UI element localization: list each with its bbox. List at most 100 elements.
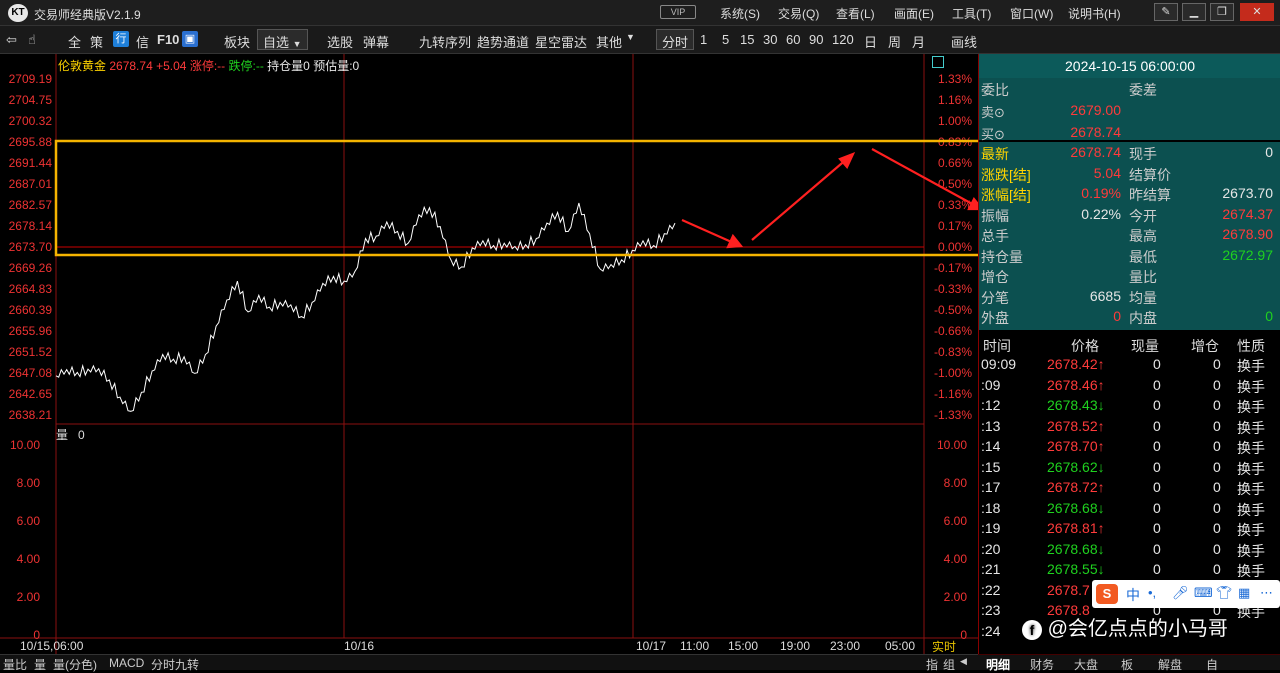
- tb-draw[interactable]: 画线: [951, 35, 978, 50]
- col-price: 价格: [1071, 338, 1099, 354]
- ime-toolbar[interactable]: S 中 •, 🎤︎ ⌨ 👕︎ ▦ ⋯: [1092, 580, 1280, 608]
- trade-row[interactable]: 09:09 2678.42↑ 0 0 换手: [979, 354, 1280, 375]
- tab-nine-turn[interactable]: 分时九转: [151, 658, 200, 672]
- pct-tick: -0.66%: [934, 324, 972, 338]
- layout-icon[interactable]: ▣: [182, 31, 198, 47]
- trade-row[interactable]: :20 2678.68↓ 0 0 换手: [979, 539, 1280, 560]
- vip-badge[interactable]: VIP: [660, 5, 696, 19]
- pct-tick: 1.16%: [938, 93, 972, 107]
- tb-30min[interactable]: 30: [763, 32, 778, 47]
- ptab-market[interactable]: 大盘: [1074, 658, 1099, 672]
- menu-screen[interactable]: 画面(E): [894, 7, 934, 21]
- skin-icon[interactable]: 👕︎: [1216, 585, 1233, 600]
- tab-macd[interactable]: MACD: [109, 656, 145, 670]
- tb-info[interactable]: 信: [136, 35, 150, 50]
- tab-group[interactable]: 组: [943, 658, 956, 672]
- ptab-finance[interactable]: 财务: [1030, 658, 1055, 672]
- menu-view[interactable]: 查看(L): [836, 7, 875, 21]
- trade-row[interactable]: :21 2678.55↓ 0 0 换手: [979, 559, 1280, 580]
- tb-120min[interactable]: 120: [832, 32, 854, 47]
- more-icon[interactable]: ⋯: [1260, 585, 1273, 600]
- close-icon[interactable]: ✕: [1240, 3, 1274, 21]
- tb-quote[interactable]: 行: [113, 31, 129, 47]
- tb-90min[interactable]: 90: [809, 32, 824, 47]
- menu-system[interactable]: 系统(S): [720, 7, 760, 21]
- settings-icon[interactable]: ✎: [1154, 3, 1178, 21]
- tab-volume-ratio[interactable]: 量比: [3, 658, 28, 672]
- tb-intraday[interactable]: 分时: [656, 29, 695, 50]
- tb-60min[interactable]: 60: [786, 32, 801, 47]
- trade-price: 2678.55↓: [1047, 561, 1105, 577]
- tb-screener[interactable]: 选股: [327, 35, 354, 50]
- sell-price[interactable]: 2679.00: [1070, 102, 1121, 118]
- chart-header: 伦敦黄金 2678.74 +5.04 涨停:-- 跌停:-- 持仓量0 预估量:…: [58, 57, 359, 74]
- chevron-down-icon[interactable]: ▼: [626, 32, 635, 42]
- tb-other[interactable]: 其他: [596, 35, 623, 50]
- ime-mode[interactable]: 中: [1126, 587, 1140, 603]
- back-icon[interactable]: ⇦: [6, 32, 17, 47]
- trade-row[interactable]: :19 2678.81↑ 0 0 换手: [979, 518, 1280, 539]
- maximize-icon[interactable]: ❐: [1210, 3, 1234, 21]
- menu-window[interactable]: 窗口(W): [1010, 7, 1054, 21]
- pct-tick: 0.17%: [938, 219, 972, 233]
- punct-icon[interactable]: •,: [1148, 585, 1157, 600]
- trade-nature: 换手: [1237, 460, 1265, 477]
- trade-price: 2678.46↑: [1047, 376, 1105, 393]
- tb-nine-turn[interactable]: 九转序列: [419, 35, 472, 50]
- price-tick: 2660.39: [9, 303, 53, 317]
- buy-price[interactable]: 2678.74: [1070, 124, 1121, 140]
- stat-right-label: 结算价: [1129, 166, 1171, 183]
- price-line: [55, 202, 676, 412]
- ptab-detail[interactable]: 明细: [986, 658, 1011, 672]
- tb-all[interactable]: 全: [68, 35, 82, 50]
- hand-icon[interactable]: ☝: [28, 32, 36, 47]
- trade-row[interactable]: :23 2678.8 0 0 换手: [979, 600, 1280, 621]
- trade-row[interactable]: :12 2678.43↓ 0 0 换手: [979, 395, 1280, 416]
- trade-row[interactable]: :14 2678.70↑ 0 0 换手: [979, 436, 1280, 457]
- minimize-icon[interactable]: ▁: [1182, 3, 1206, 21]
- keyboard-icon[interactable]: ⌨: [1194, 585, 1213, 600]
- realtime-label[interactable]: 实时: [932, 640, 957, 654]
- trade-row[interactable]: :15 2678.62↓ 0 0 换手: [979, 457, 1280, 478]
- mic-icon[interactable]: 🎤︎: [1172, 585, 1189, 600]
- trade-oi: 0: [1213, 417, 1221, 434]
- tb-star-radar[interactable]: 星空雷达: [535, 35, 588, 50]
- ptab-custom[interactable]: 自: [1206, 658, 1219, 672]
- price-tick: 2704.75: [9, 93, 53, 107]
- ptab-sector[interactable]: 板: [1121, 658, 1134, 672]
- grid-icon[interactable]: ▦: [1238, 585, 1251, 600]
- tb-month[interactable]: 月: [912, 35, 926, 50]
- chevron-left-icon[interactable]: ◀: [960, 656, 967, 666]
- menu-tools[interactable]: 工具(T): [952, 7, 992, 21]
- tb-day[interactable]: 日: [864, 35, 878, 50]
- trade-time: :13: [981, 417, 1001, 434]
- ptab-analysis[interactable]: 解盘: [1158, 658, 1183, 672]
- trade-time: :19: [981, 520, 1001, 536]
- menu-trade[interactable]: 交易(Q): [778, 7, 820, 21]
- tb-trend-channel[interactable]: 趋势通道: [477, 35, 530, 50]
- weibi-label: 委比: [981, 82, 1009, 98]
- tb-f10[interactable]: F10: [157, 32, 180, 47]
- tb-watchlist-dropdown[interactable]: 自选 ▼: [257, 29, 308, 50]
- tb-15min[interactable]: 15: [740, 32, 755, 47]
- trade-nature: 换手: [1237, 542, 1265, 559]
- tab-volume-color[interactable]: 量(分色): [53, 658, 97, 672]
- trade-row[interactable]: :18 2678.68↓ 0 0 换手: [979, 498, 1280, 519]
- tab-volume[interactable]: 量: [34, 658, 47, 672]
- tb-5min[interactable]: 5: [722, 32, 730, 47]
- menu-manual[interactable]: 说明书(H): [1068, 7, 1121, 21]
- tb-week[interactable]: 周: [888, 35, 902, 50]
- tab-index[interactable]: 指: [926, 658, 939, 672]
- intraday-chart[interactable]: 2709.19 1.33% 2704.75 1.16% 2700.32 1.00% 2695…: [0, 54, 1120, 654]
- trade-row[interactable]: :24: [979, 621, 1280, 642]
- trade-volume: 0: [1153, 520, 1161, 536]
- tb-danmaku[interactable]: 弹幕: [363, 35, 390, 50]
- trade-row[interactable]: :09 2678.46↑ 0 0 换手: [979, 375, 1280, 396]
- tb-1min[interactable]: 1: [700, 32, 708, 47]
- trade-volume: 0: [1153, 479, 1161, 495]
- trade-row[interactable]: :17 2678.72↑ 0 0 换手: [979, 477, 1280, 498]
- tb-strategy[interactable]: 策: [90, 35, 104, 50]
- trade-row[interactable]: :13 2678.52↑ 0 0 换手: [979, 416, 1280, 437]
- tb-sector[interactable]: 板块: [224, 35, 251, 50]
- chart-toggle-icon[interactable]: [932, 56, 944, 68]
